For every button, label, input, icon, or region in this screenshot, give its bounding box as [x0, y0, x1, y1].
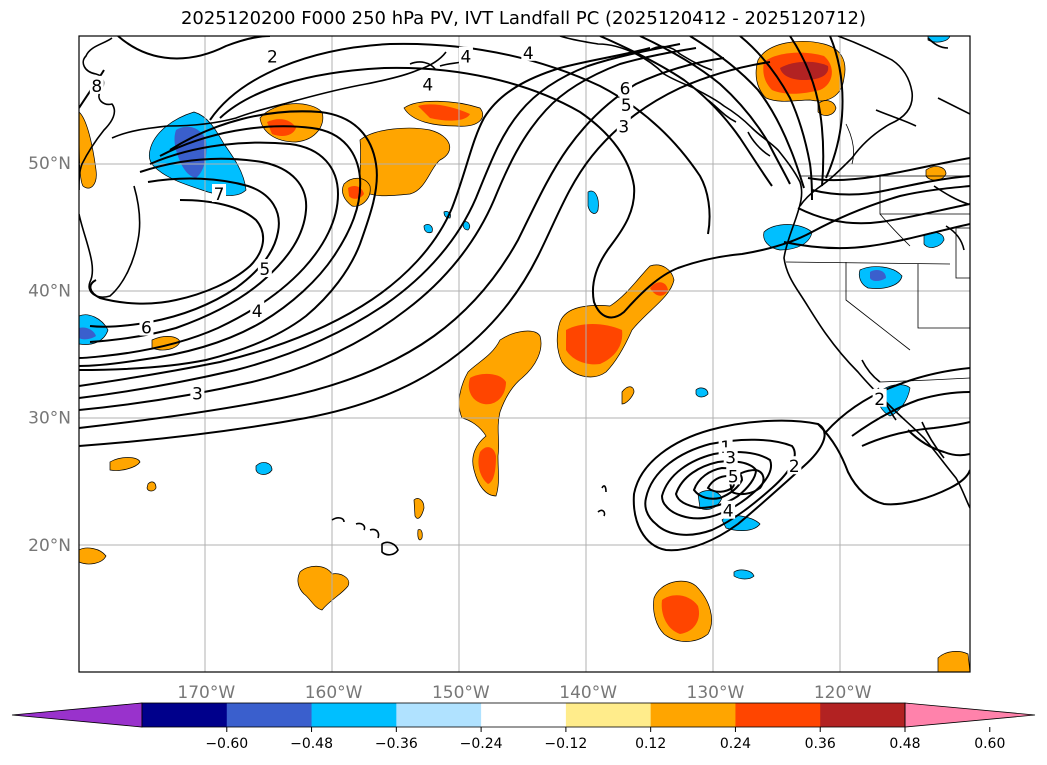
colorbar-segment	[565, 703, 652, 727]
contour-label: 4	[252, 302, 263, 322]
colorbar-segment	[396, 703, 482, 727]
contour-label-bg	[265, 46, 280, 65]
colorbar-segment	[820, 703, 906, 727]
lat-label: 20°N	[28, 536, 71, 556]
contour-label-bg	[618, 78, 633, 97]
contour-label: 3	[725, 448, 736, 468]
contour-label-bg	[458, 46, 473, 65]
colorbar-tick-label: −0.48	[290, 736, 333, 752]
contour-label: 4	[461, 48, 472, 68]
colorbar-segment	[650, 703, 736, 727]
map-frame	[78, 35, 971, 673]
contour-label-bg	[250, 301, 265, 320]
contour-label: 4	[723, 502, 734, 522]
contour-label: 4	[422, 76, 433, 96]
lat-label: 30°N	[28, 409, 71, 429]
colorbar-segment	[481, 703, 567, 727]
lat-label: 50°N	[28, 154, 71, 174]
colorbar: −0.60 −0.48 −0.36 −0.24 −0.12 0.12 0.24 0.36 0.4…	[11, 702, 1036, 752]
colorbar-tick-label: 0.12	[635, 736, 666, 752]
lon-label: 160°W	[305, 683, 363, 703]
colorbar-tick-label: −0.24	[460, 736, 503, 752]
colorbar-extend-max	[904, 702, 1036, 728]
contour-label: 2	[789, 457, 800, 477]
colorbar-frame	[141, 702, 906, 728]
lon-label: 140°W	[559, 683, 617, 703]
contour-label: 5	[621, 96, 632, 116]
colorbar-segment	[311, 703, 397, 727]
contour-label-bg	[521, 42, 536, 61]
graticule	[79, 36, 970, 672]
contour-label: 4	[523, 44, 534, 64]
contour-label: 5	[728, 467, 739, 487]
contour-label: 2	[874, 390, 885, 410]
colorbar-tick-label: −0.36	[375, 736, 418, 752]
colorbar-tick-label: 0.60	[974, 736, 1005, 752]
contour-label: 6	[141, 319, 152, 339]
map-title: 2025120200 F000 250 hPa PV, IVT Landfall…	[180, 8, 867, 29]
contour-label: 2	[267, 48, 278, 68]
contour-label-bg	[257, 259, 272, 278]
contour-label-bg	[723, 447, 738, 466]
contour-label-bg	[872, 388, 887, 407]
pv-contour-labels: 2844754634653135422	[89, 42, 887, 522]
political-borders	[785, 123, 970, 383]
contour-label-bg	[139, 317, 154, 336]
contour-label: 5	[259, 260, 270, 280]
contour-label-bg	[726, 466, 741, 485]
contour-label-bg	[619, 94, 634, 113]
contour-label: 3	[192, 385, 203, 405]
colorbar-extend-min	[11, 702, 143, 728]
lon-label: 150°W	[432, 683, 490, 703]
contour-label-bg	[721, 500, 736, 519]
contour-label-bg	[420, 74, 435, 93]
contour-label: 6	[620, 79, 631, 99]
colorbar-segment	[142, 703, 228, 727]
contour-label: 3	[618, 118, 629, 138]
colorbar-segment	[735, 703, 821, 727]
colorbar-tick-label: 0.24	[720, 736, 751, 752]
contour-label-bg	[190, 383, 205, 402]
contour-label-bg	[787, 456, 802, 475]
contour-label-bg	[89, 75, 104, 94]
lon-label: 130°W	[687, 683, 745, 703]
pv-contours	[79, 36, 970, 552]
colorbar-segment	[226, 703, 313, 727]
contour-label: 8	[91, 77, 102, 97]
lon-label: 170°W	[177, 683, 235, 703]
colorbar-tick-label: 0.48	[889, 736, 920, 752]
coastlines	[79, 36, 970, 556]
colorbar-tick-label: −0.60	[205, 736, 248, 752]
longitude-labels: 170°W 160°W 150°W 140°W 130°W 120°W	[177, 683, 871, 703]
contour-label-bg	[212, 184, 227, 202]
lon-label: 120°W	[814, 683, 872, 703]
lat-label: 40°N	[28, 281, 71, 301]
colorbar-tick-label: −0.12	[544, 736, 587, 752]
contour-label: 7	[214, 185, 225, 205]
latitude-labels: 50°N 40°N 30°N 20°N	[28, 154, 71, 556]
contour-label-bg	[616, 116, 631, 135]
colorbar-tick-label: 0.36	[805, 736, 836, 752]
